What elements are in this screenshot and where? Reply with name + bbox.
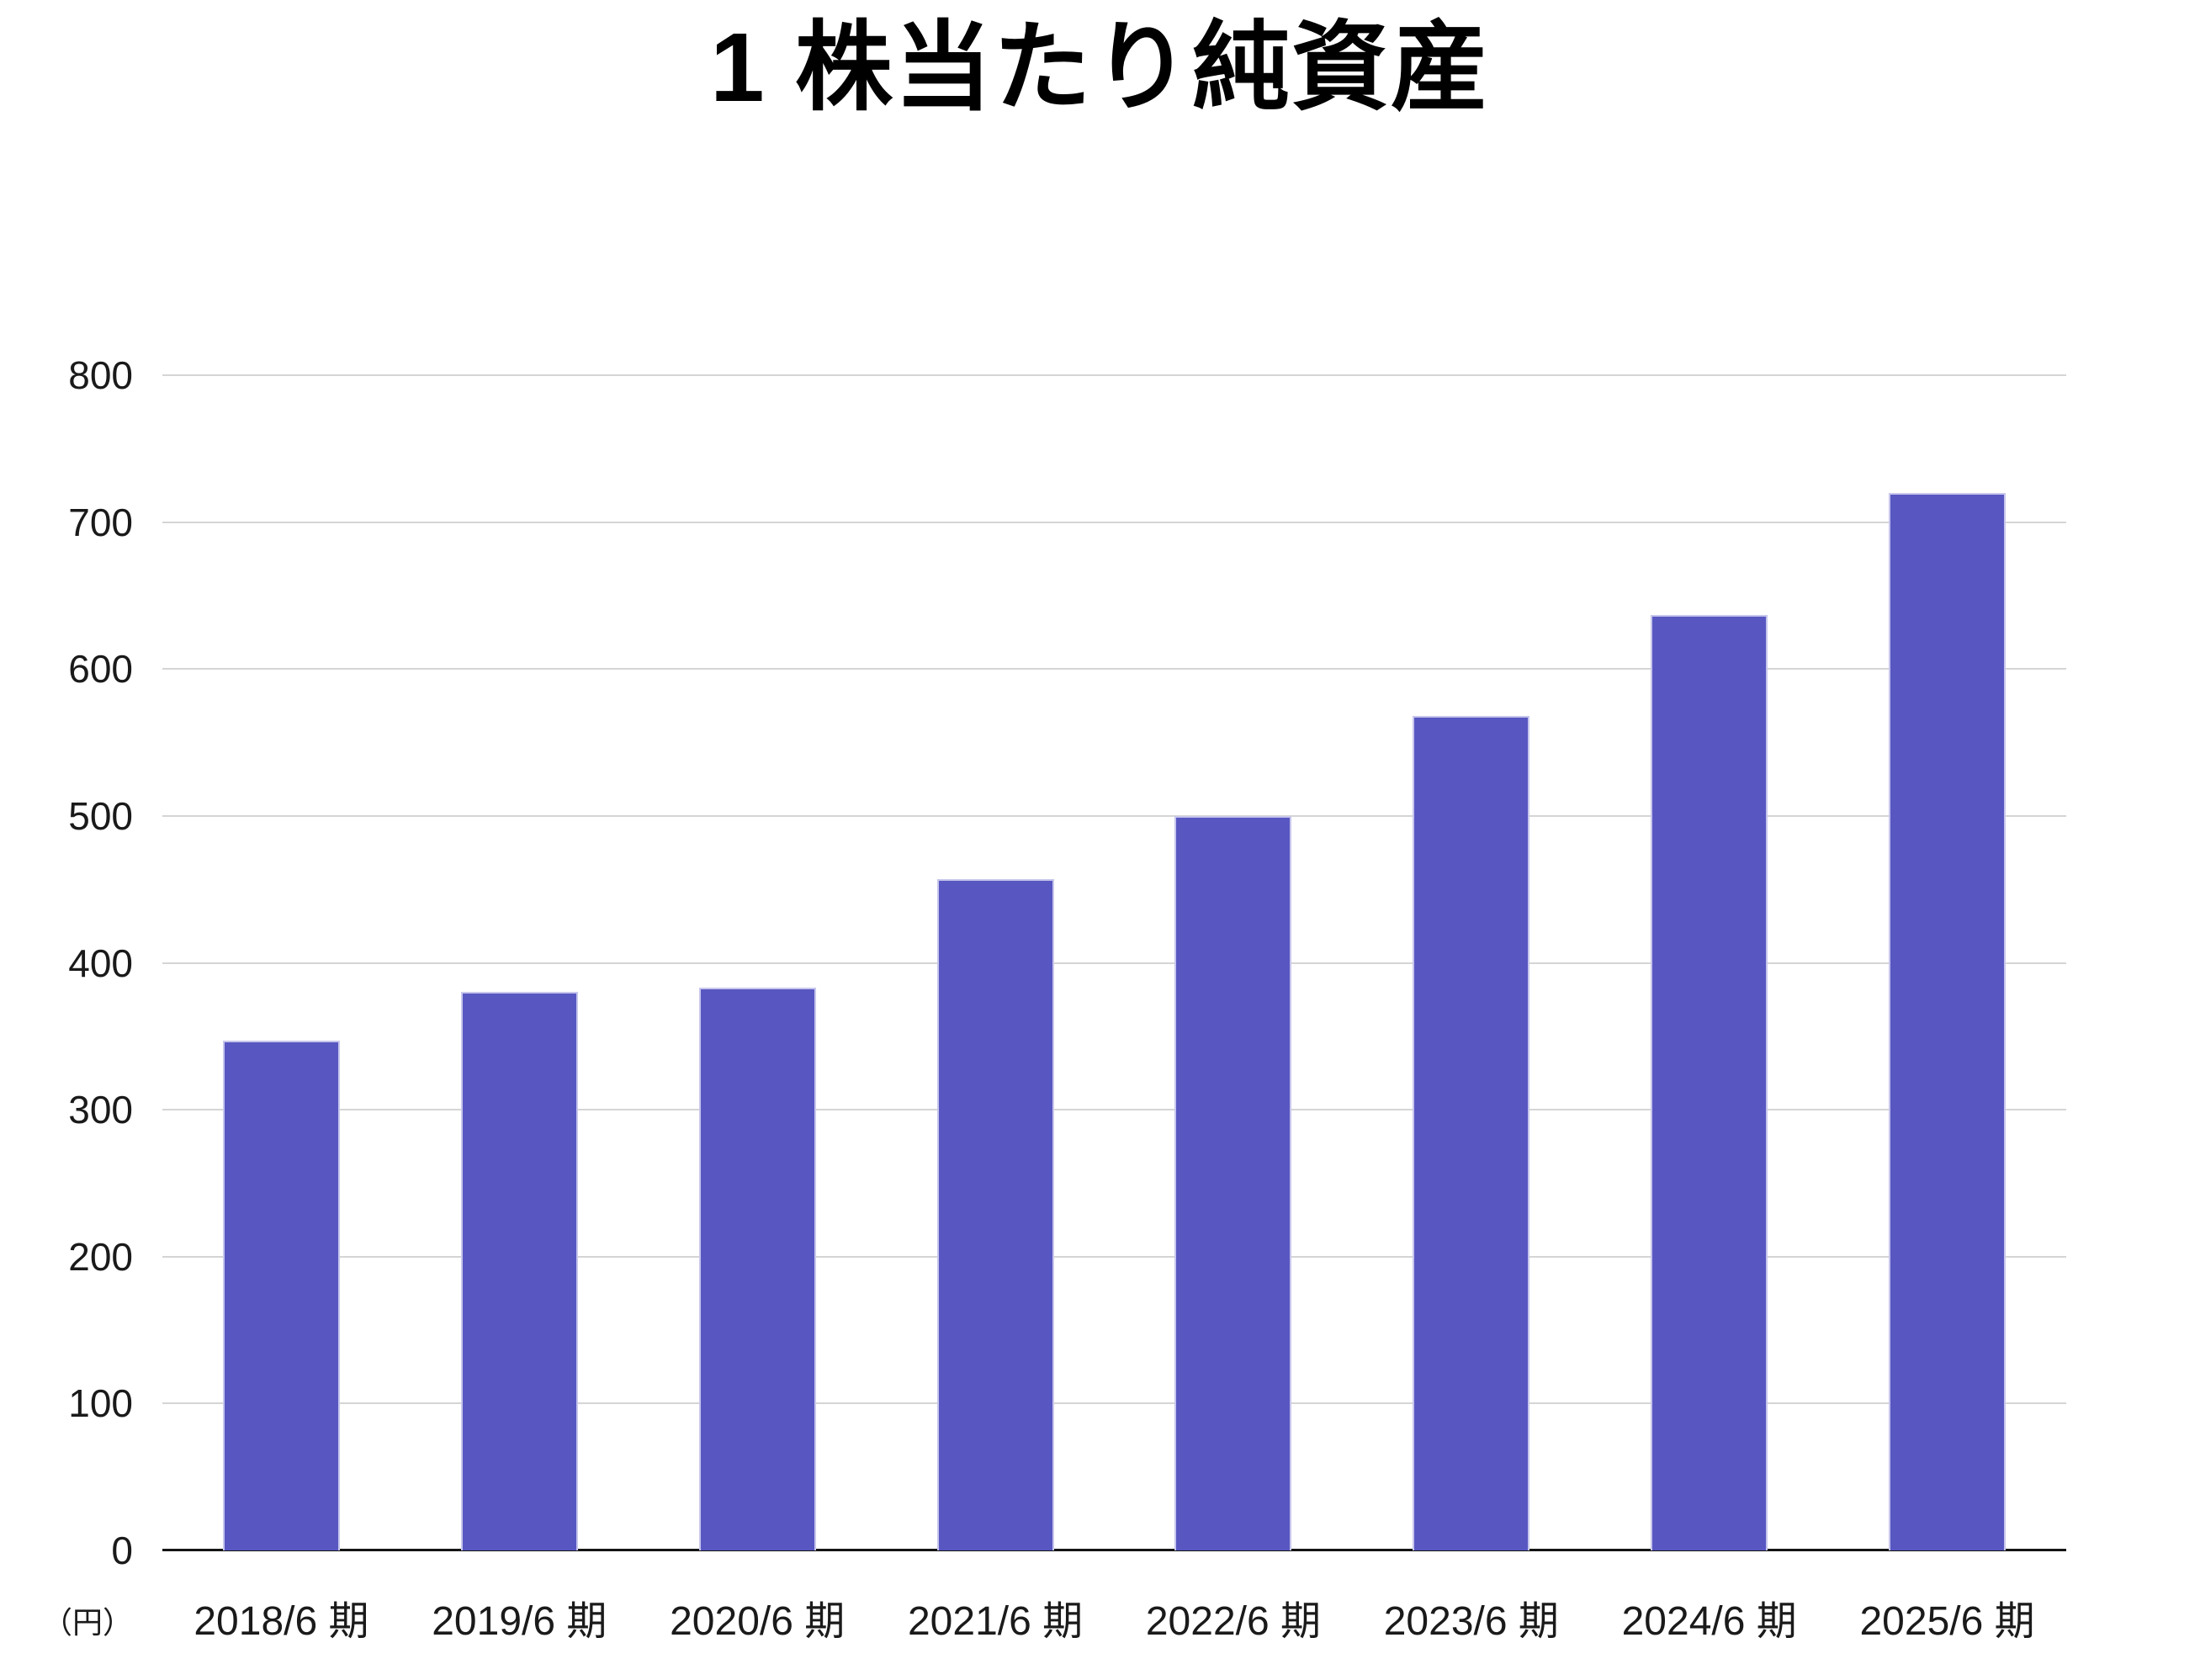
gridline-y200: [162, 1255, 2066, 1258]
gridline-y500: [162, 814, 2066, 817]
x-tick-label-2023/6期: 2023/6 期: [1383, 1599, 1559, 1644]
y-tick-label-0: 0: [111, 1529, 133, 1572]
gridline-y700: [162, 521, 2066, 523]
y-tick-label-200: 200: [68, 1234, 133, 1279]
bar-2020/6期: [698, 988, 816, 1550]
y-tick-label-700: 700: [68, 500, 133, 544]
y-tick-label-800: 800: [68, 353, 133, 397]
gridline-y100: [162, 1402, 2066, 1405]
x-tick-label-2025/6期: 2025/6 期: [1859, 1599, 2035, 1644]
bar-2019/6期: [460, 992, 578, 1550]
gridline-y400: [162, 962, 2066, 964]
y-tick-label-300: 300: [68, 1088, 133, 1132]
x-tick-label-2018/6期: 2018/6 期: [193, 1599, 369, 1644]
chart-title: 1 株当たり純資産: [710, 13, 1490, 122]
gridline-y800: [162, 374, 2066, 376]
x-tick-label-2020/6期: 2020/6 期: [670, 1599, 846, 1644]
y-tick-label-100: 100: [68, 1381, 133, 1426]
x-tick-label-2024/6期: 2024/6 期: [1621, 1599, 1797, 1644]
bar-2021/6期: [936, 878, 1054, 1550]
plot-area: [162, 374, 2066, 1551]
bar-2018/6期: [222, 1041, 340, 1550]
bar-2025/6期: [1889, 492, 2007, 1550]
x-axis-line: [162, 1549, 2066, 1551]
bar-2023/6期: [1413, 716, 1530, 1550]
gridline-y600: [162, 668, 2066, 670]
y-tick-label-500: 500: [68, 793, 133, 838]
bar-2022/6期: [1174, 815, 1292, 1550]
x-tick-label-2022/6期: 2022/6 期: [1145, 1599, 1322, 1644]
y-axis-unit-label: （円）: [41, 1605, 133, 1640]
bar-2024/6期: [1651, 614, 1768, 1550]
gridline-y300: [162, 1109, 2066, 1111]
x-tick-label-2021/6期: 2021/6 期: [907, 1599, 1084, 1644]
x-tick-label-2019/6期: 2019/6 期: [432, 1599, 607, 1644]
y-tick-label-400: 400: [68, 941, 133, 985]
y-tick-label-600: 600: [68, 647, 133, 692]
